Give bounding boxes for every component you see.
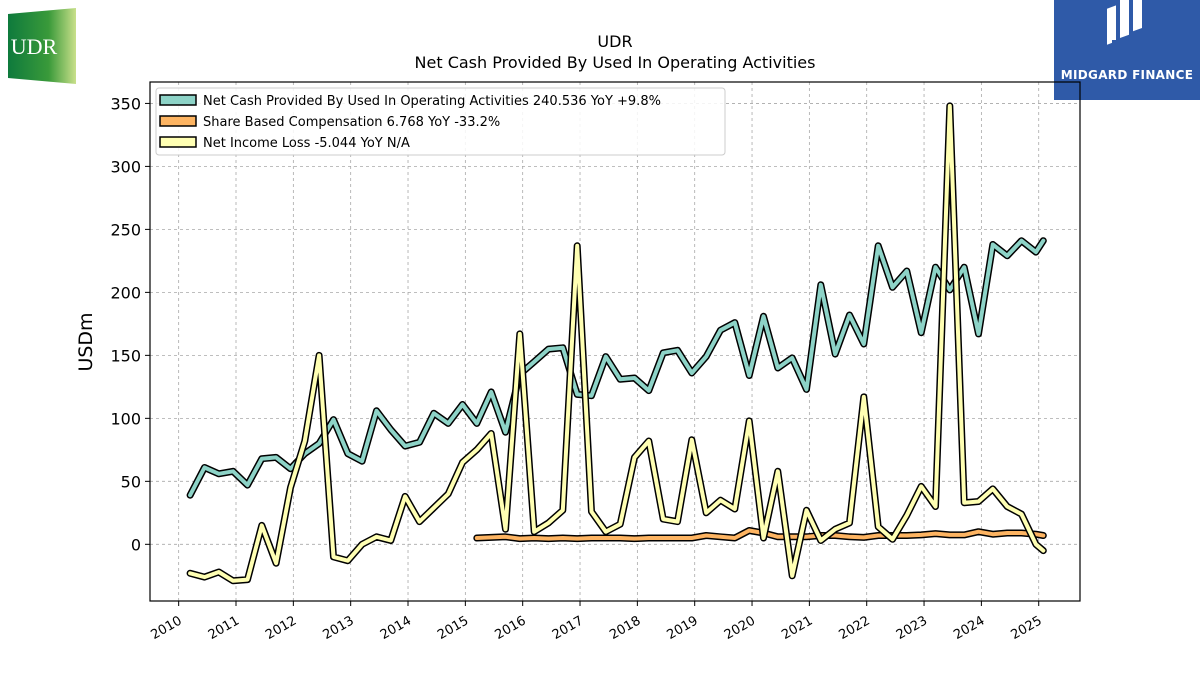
watermark-text: MIDGARD FINANCE — [1060, 68, 1194, 82]
legend-swatch — [159, 94, 197, 106]
x-tick-label: 2018 — [607, 613, 643, 643]
y-tick-label: 150 — [110, 346, 141, 365]
legend-swatch — [159, 136, 197, 148]
series-layer — [186, 102, 1047, 585]
x-tick-label: 2023 — [894, 613, 930, 643]
x-tick-label: 2025 — [1009, 613, 1045, 643]
y-tick-label: 50 — [121, 472, 141, 491]
x-tick-label: 2011 — [206, 613, 242, 643]
y-tick-label: 300 — [110, 157, 141, 176]
x-tick-label: 2020 — [722, 613, 758, 643]
y-tick-label: 350 — [110, 94, 141, 113]
legend: Net Cash Provided By Used In Operating A… — [155, 87, 726, 156]
x-axis: 2010 2011 2012 2013 2014 2015 2016 2017 2018 2019… — [149, 601, 1045, 643]
y-tick-label: 200 — [110, 283, 141, 302]
series-line-3 — [186, 102, 1047, 585]
x-tick-label: 2024 — [951, 613, 987, 643]
plot-frame — [149, 81, 1081, 602]
legend-swatch — [159, 115, 197, 127]
chart-subtitle: Net Cash Provided By Used In Operating A… — [415, 53, 816, 72]
x-tick-label: 2019 — [665, 613, 701, 643]
x-tick-label: 2015 — [435, 613, 471, 643]
chart-title: UDR — [597, 32, 632, 51]
midgard-finance-logo: MIDGARD FINANCE — [1054, 0, 1200, 100]
x-tick-label: 2013 — [321, 613, 357, 643]
udr-logo: UDR — [8, 8, 76, 84]
legend-entry: Share Based Compensation 6.768 YoY -33.2… — [203, 115, 500, 130]
series-line-1 — [186, 237, 1047, 499]
x-tick-label: 2017 — [550, 613, 586, 643]
legend-entry: Net Income Loss -5.044 YoY N/A — [203, 136, 410, 151]
y-axis-label: USDm — [75, 312, 97, 371]
y-tick-label: 100 — [110, 409, 141, 428]
x-tick-label: 2021 — [779, 613, 815, 643]
y-tick-label: 250 — [110, 220, 141, 239]
x-tick-label: 2014 — [378, 613, 414, 643]
svg-text:UDR: UDR — [11, 34, 58, 59]
grid — [150, 82, 1080, 601]
y-tick-label: 0 — [131, 535, 141, 554]
x-tick-label: 2022 — [837, 613, 873, 643]
legend-entry: Net Cash Provided By Used In Operating A… — [203, 94, 661, 109]
x-tick-label: 2016 — [493, 613, 529, 643]
legend-box — [155, 87, 726, 156]
midgard-emblem-icon — [1107, 0, 1142, 46]
y-axis: 0 50 100 150 200 250 300 350 — [110, 94, 150, 554]
x-tick-label: 2010 — [149, 613, 185, 643]
x-tick-label: 2012 — [263, 613, 299, 643]
